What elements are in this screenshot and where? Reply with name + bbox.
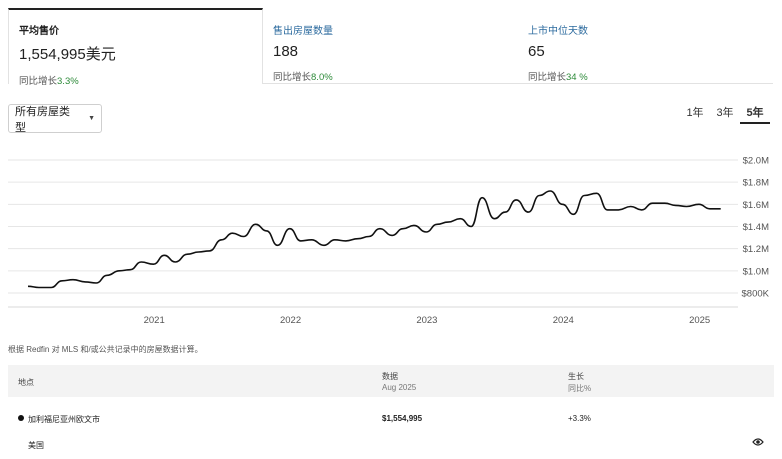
stat-value: 65 — [528, 43, 545, 60]
stat-tab-median-days[interactable]: 上市中位天数 65 同比增长34 % — [518, 8, 773, 84]
price-line-chart: $800K $1.0M $1.2M $1.4M $1.6M $1.8M $2.0M 2021 2… — [8, 156, 770, 326]
table-row: 加利福尼亚州欧文市 $1,554,995 +3.3% — [8, 405, 774, 431]
stat-title: 平均售价 — [19, 26, 59, 37]
y-tick-label: $1.2M — [743, 244, 769, 255]
property-type-dropdown[interactable]: 所有房屋类型 ▼ — [8, 104, 102, 134]
comparison-table: 地点 数据 Aug 2025 生长 同比% 加利福尼亚州欧文市 $1,554,9… — [8, 365, 774, 457]
stat-value: 1,554,995美元 — [19, 46, 116, 63]
y-tick-label: $1.8M — [743, 178, 769, 189]
stat-title: 上市中位天数 — [528, 26, 588, 37]
y-tick-label: $1.4M — [743, 222, 769, 233]
stat-change: 同比增长3.3% — [19, 76, 79, 87]
x-tick-label: 2023 — [416, 315, 437, 326]
series-dot-icon — [18, 415, 24, 421]
stat-tab-average-price[interactable]: 平均售价 1,554,995美元 同比增长3.3% — [8, 8, 263, 87]
row-location: 加利福尼亚州欧文市 — [28, 415, 100, 424]
x-tick-label: 2025 — [689, 315, 710, 326]
period-1y[interactable]: 1年 — [686, 107, 704, 119]
property-type-label: 所有房屋类型 — [15, 105, 70, 134]
period-5y[interactable]: 5年 — [740, 104, 770, 124]
stat-tab-homes-sold[interactable]: 售出房屋数量 188 同比增长8.0% — [263, 8, 518, 84]
stat-change: 同比增长8.0% — [273, 72, 333, 83]
caret-down-icon: ▼ — [88, 115, 95, 122]
stat-title: 售出房屋数量 — [273, 26, 333, 37]
x-tick-label: 2021 — [144, 315, 165, 326]
stats-tabs: 平均售价 1,554,995美元 同比增长3.3% 售出房屋数量 188 同比增… — [8, 8, 774, 87]
y-tick-label: $2.0M — [743, 156, 769, 167]
table-header: 地点 数据 Aug 2025 生长 同比% — [8, 365, 774, 397]
period-3y[interactable]: 3年 — [716, 107, 734, 119]
series-line — [27, 190, 721, 289]
y-tick-label: $1.6M — [743, 200, 769, 211]
row-growth: +3.3% — [568, 414, 591, 423]
header-location: 地点 — [18, 378, 34, 387]
y-tick-label: $800K — [742, 289, 770, 300]
stat-change: 同比增长34 % — [528, 72, 588, 83]
header-growth-sub: 同比% — [568, 384, 592, 393]
x-tick-label: 2022 — [280, 315, 301, 326]
row-value: $1,554,995 — [382, 414, 423, 423]
row-location: 美国 — [28, 441, 44, 450]
stat-value: 188 — [273, 43, 299, 60]
source-note: 根据 Redfin 对 MLS 和/或公共记录中的房屋数据计算。 — [8, 345, 203, 354]
period-selector: 1年 3年 5年 — [680, 104, 770, 124]
table-row: 美国 — [8, 431, 774, 457]
eye-icon[interactable] — [752, 437, 764, 447]
header-growth: 生长 — [568, 372, 584, 381]
x-tick-label: 2024 — [553, 315, 574, 326]
header-data: 数据 — [382, 372, 398, 381]
y-tick-label: $1.0M — [743, 266, 769, 277]
header-data-period: Aug 2025 — [382, 383, 417, 392]
